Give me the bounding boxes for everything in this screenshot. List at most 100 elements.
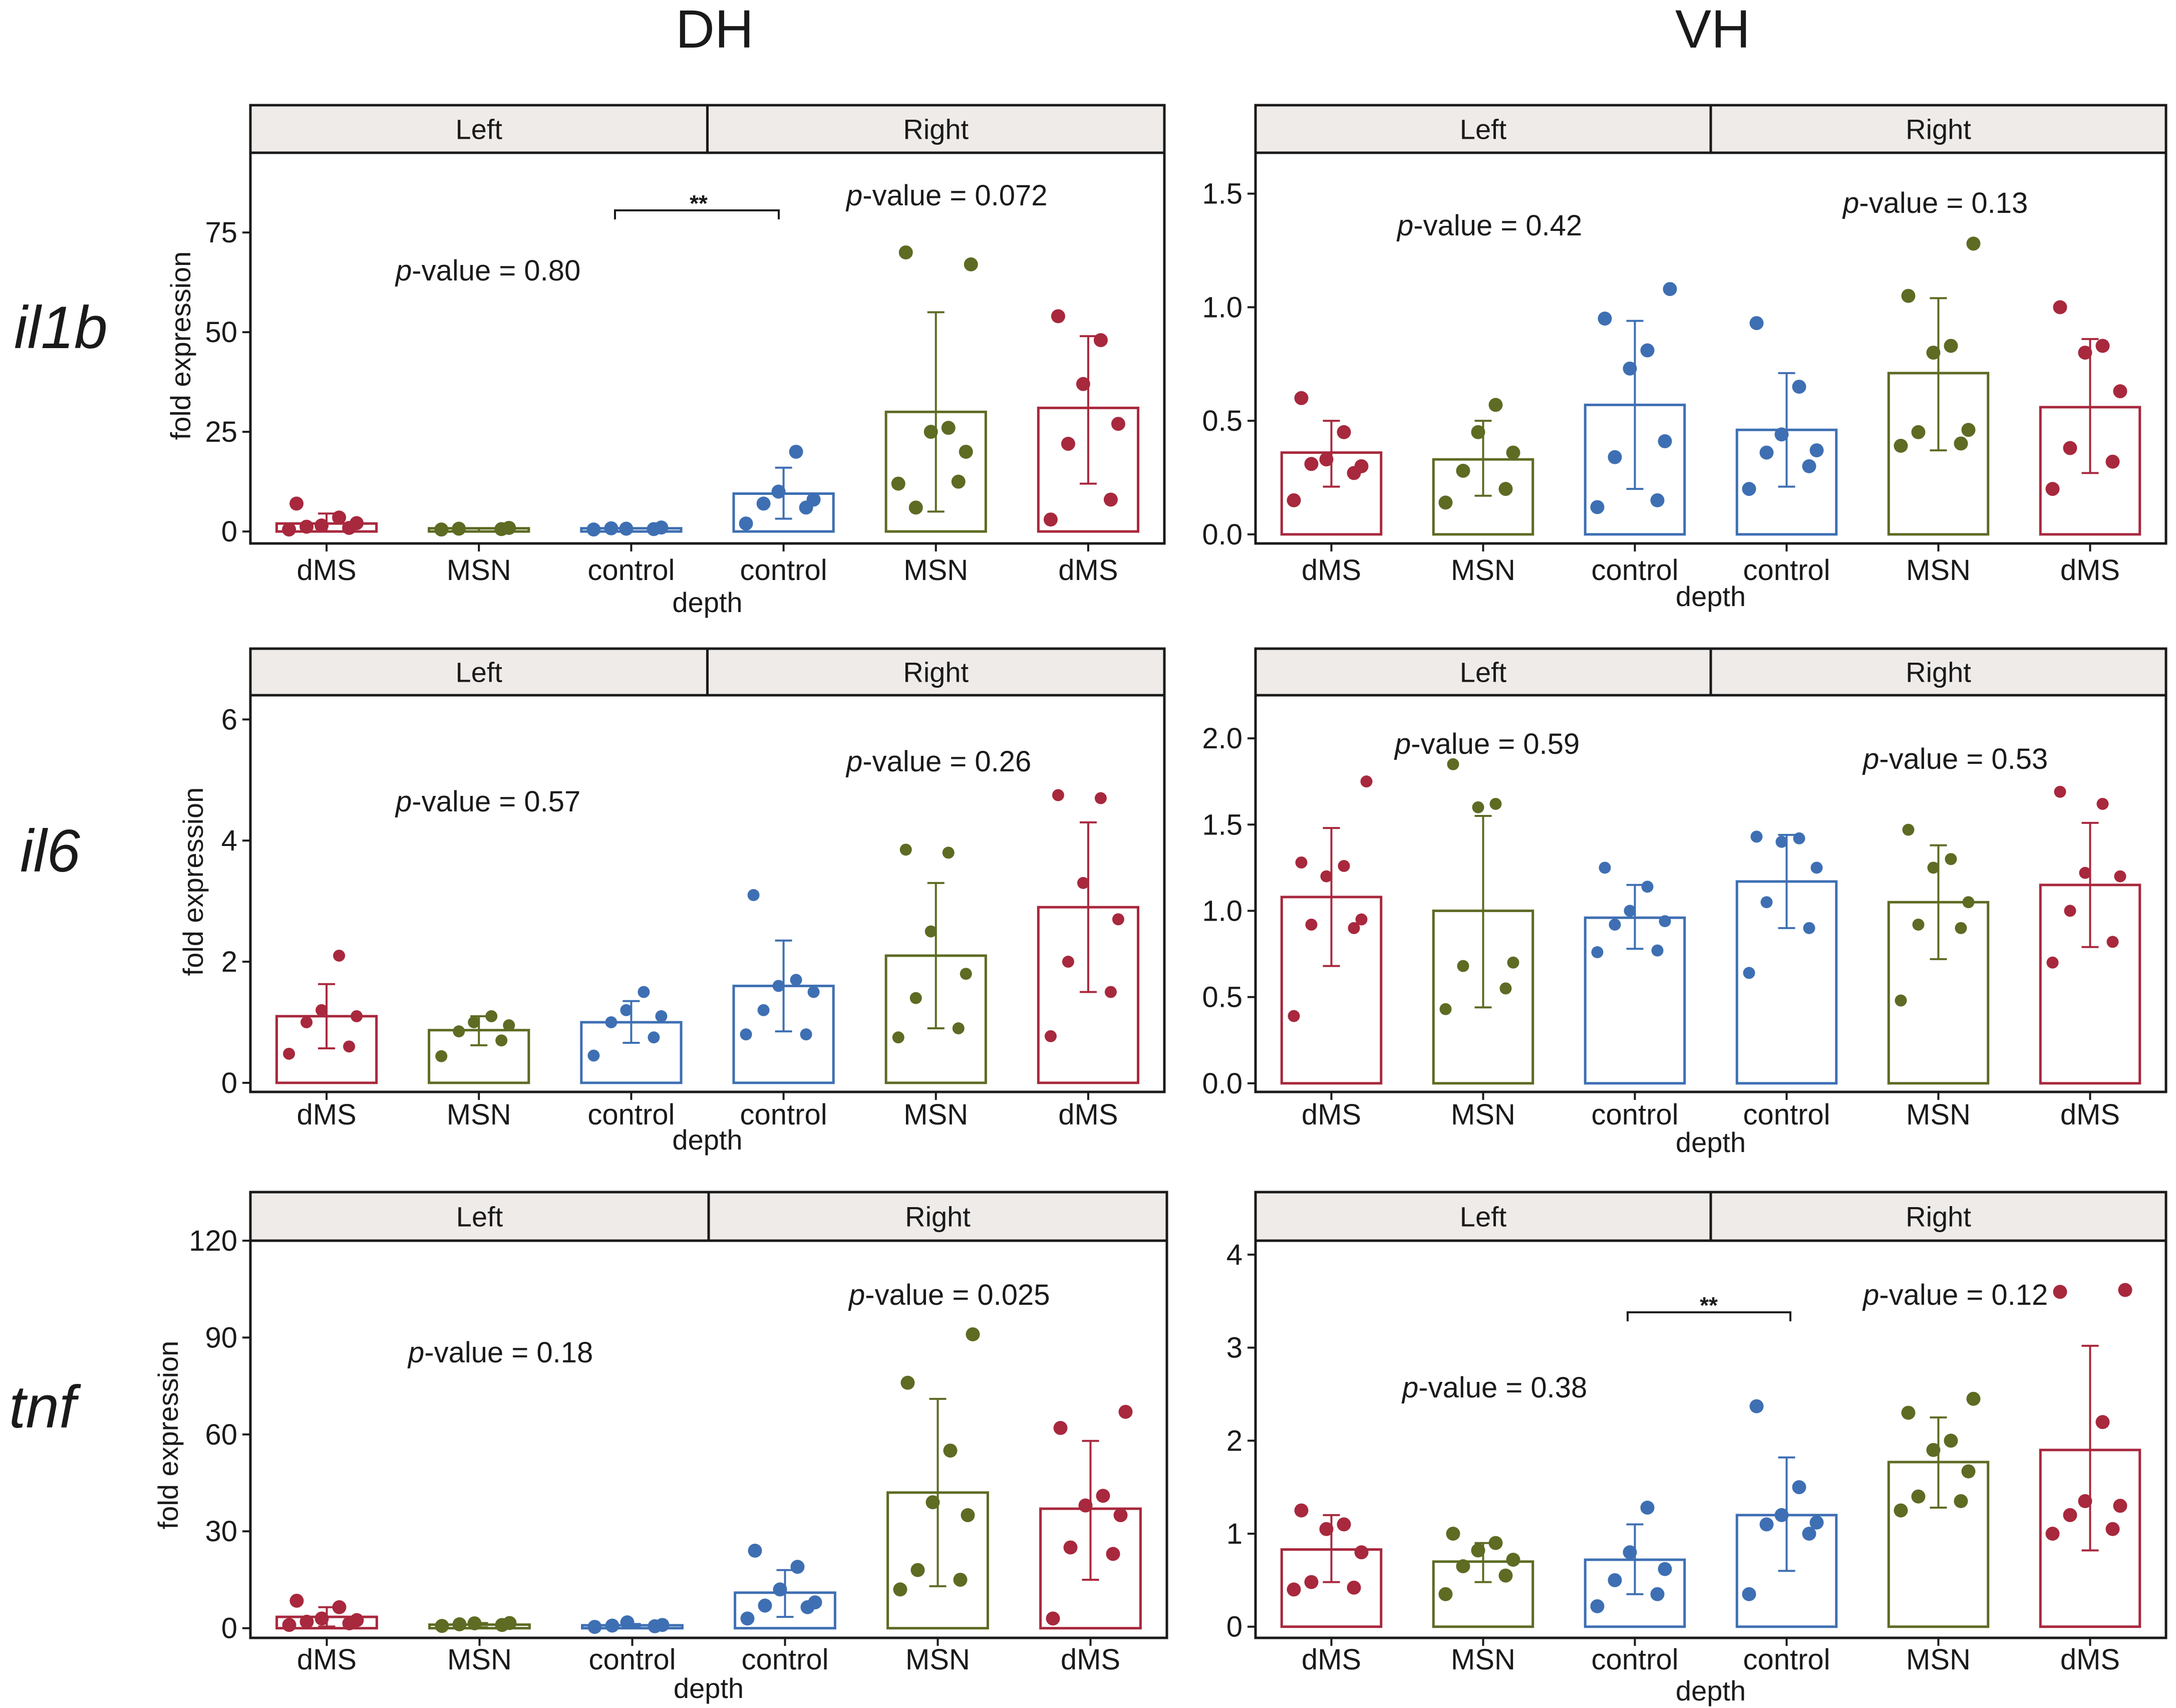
x-tick-label: MSN bbox=[1906, 1098, 1971, 1131]
p-value-annotation: p-value = 0.38 bbox=[1401, 1371, 1587, 1404]
data-point bbox=[619, 521, 634, 536]
data-point bbox=[1608, 1573, 1622, 1587]
data-point bbox=[502, 520, 516, 535]
x-tick-label: control bbox=[588, 1643, 676, 1676]
data-point bbox=[467, 1616, 482, 1630]
data-point bbox=[1955, 922, 1967, 934]
data-point bbox=[1944, 1434, 1958, 1448]
data-point bbox=[1338, 860, 1350, 872]
y-tick-label: 25 bbox=[205, 416, 237, 448]
y-tick-label: 6 bbox=[221, 703, 237, 736]
data-point bbox=[1294, 391, 1309, 405]
data-point bbox=[289, 1593, 304, 1608]
data-point bbox=[1759, 1517, 1774, 1532]
data-point bbox=[740, 1611, 755, 1626]
y-tick-label: 4 bbox=[1226, 1239, 1242, 1271]
data-point bbox=[1742, 1587, 1756, 1601]
x-tick-label: control bbox=[740, 554, 827, 587]
data-point bbox=[485, 1010, 498, 1022]
data-point bbox=[1096, 1489, 1110, 1503]
data-point bbox=[910, 1563, 925, 1577]
data-point bbox=[1446, 1527, 1460, 1541]
x-tick-label: MSN bbox=[447, 1098, 511, 1131]
data-point bbox=[1103, 492, 1118, 507]
x-tick-label: control bbox=[1743, 554, 1830, 587]
data-point bbox=[1623, 1545, 1637, 1560]
x-axis-title: depth bbox=[1676, 1126, 1746, 1158]
data-point bbox=[1590, 1599, 1605, 1613]
data-point bbox=[2095, 1415, 2110, 1430]
data-point bbox=[1760, 896, 1773, 909]
x-tick-label: control bbox=[740, 1098, 827, 1131]
data-point bbox=[1053, 1420, 1068, 1435]
data-point bbox=[1792, 1480, 1806, 1495]
gene-label-il6: il6 bbox=[20, 817, 80, 885]
x-tick-label: control bbox=[1591, 1098, 1678, 1131]
x-tick-label: dMS bbox=[1302, 554, 1361, 587]
data-point bbox=[1911, 1489, 1926, 1504]
y-tick-label: 0.5 bbox=[1202, 405, 1242, 437]
bar-control bbox=[1584, 916, 1686, 1085]
data-point bbox=[1472, 801, 1484, 813]
data-point bbox=[1901, 1405, 1916, 1420]
data-point bbox=[1775, 835, 1788, 848]
data-point bbox=[1802, 1527, 1816, 1541]
data-point bbox=[1742, 482, 1756, 496]
data-point bbox=[2053, 300, 2067, 315]
y-tick-label: 2 bbox=[1226, 1425, 1242, 1457]
facet-label-right: Right bbox=[1906, 1201, 1971, 1233]
data-point bbox=[1456, 463, 1470, 478]
data-point bbox=[350, 1613, 364, 1627]
data-point bbox=[655, 1010, 668, 1022]
x-tick-label: MSN bbox=[447, 554, 511, 587]
facet-strip-right bbox=[1709, 647, 2167, 697]
data-point bbox=[1044, 1030, 1057, 1042]
data-point bbox=[350, 516, 364, 530]
y-axis-title: fold expression bbox=[165, 251, 196, 440]
data-point bbox=[503, 1019, 515, 1031]
data-point bbox=[747, 889, 760, 902]
data-point bbox=[1961, 1464, 1976, 1479]
data-point bbox=[1902, 823, 1915, 836]
data-point bbox=[1113, 1508, 1128, 1523]
data-point bbox=[1488, 1536, 1503, 1550]
data-point bbox=[654, 520, 669, 535]
data-point bbox=[1507, 956, 1519, 969]
gene-label-il1b: il1b bbox=[14, 294, 108, 361]
y-tick-label: 120 bbox=[189, 1225, 237, 1257]
data-point bbox=[332, 510, 347, 525]
x-tick-label: control bbox=[1743, 1098, 1830, 1131]
data-point bbox=[2078, 346, 2092, 360]
data-point bbox=[1489, 797, 1502, 810]
data-point bbox=[1944, 339, 1958, 353]
facet-label-left: Left bbox=[1460, 1201, 1507, 1233]
data-point bbox=[502, 1616, 517, 1630]
x-tick-label: dMS bbox=[1058, 554, 1118, 587]
data-point bbox=[1498, 482, 1513, 496]
facet-label-left: Left bbox=[456, 1201, 503, 1233]
data-point bbox=[1640, 343, 1655, 358]
panel-frame bbox=[249, 1191, 1168, 1639]
data-point bbox=[1319, 1522, 1334, 1536]
data-point bbox=[2105, 1522, 2120, 1536]
x-tick-label: MSN bbox=[1906, 1643, 1971, 1676]
y-tick-label: 1.0 bbox=[1202, 895, 1242, 927]
x-tick-label: control bbox=[1743, 1643, 1830, 1676]
data-point bbox=[1743, 967, 1755, 979]
x-tick-label: MSN bbox=[903, 554, 968, 587]
data-point bbox=[1348, 922, 1360, 934]
x-tick-label: dMS bbox=[1302, 1643, 1361, 1676]
y-tick-label: 75 bbox=[205, 216, 237, 249]
x-tick-label: control bbox=[587, 554, 675, 587]
data-point bbox=[964, 257, 978, 271]
data-point bbox=[1954, 436, 1968, 451]
data-point bbox=[1447, 758, 1459, 770]
data-point bbox=[1354, 459, 1369, 473]
data-point bbox=[1319, 452, 1334, 467]
chart-panels: Left Right 0 25 50 75 dMS MSN control control MSN d… bbox=[152, 104, 2167, 1706]
data-point bbox=[586, 522, 601, 537]
data-point bbox=[2045, 482, 2060, 496]
x-tick-label: MSN bbox=[1451, 1643, 1515, 1676]
x-tick-label: dMS bbox=[296, 1098, 356, 1131]
